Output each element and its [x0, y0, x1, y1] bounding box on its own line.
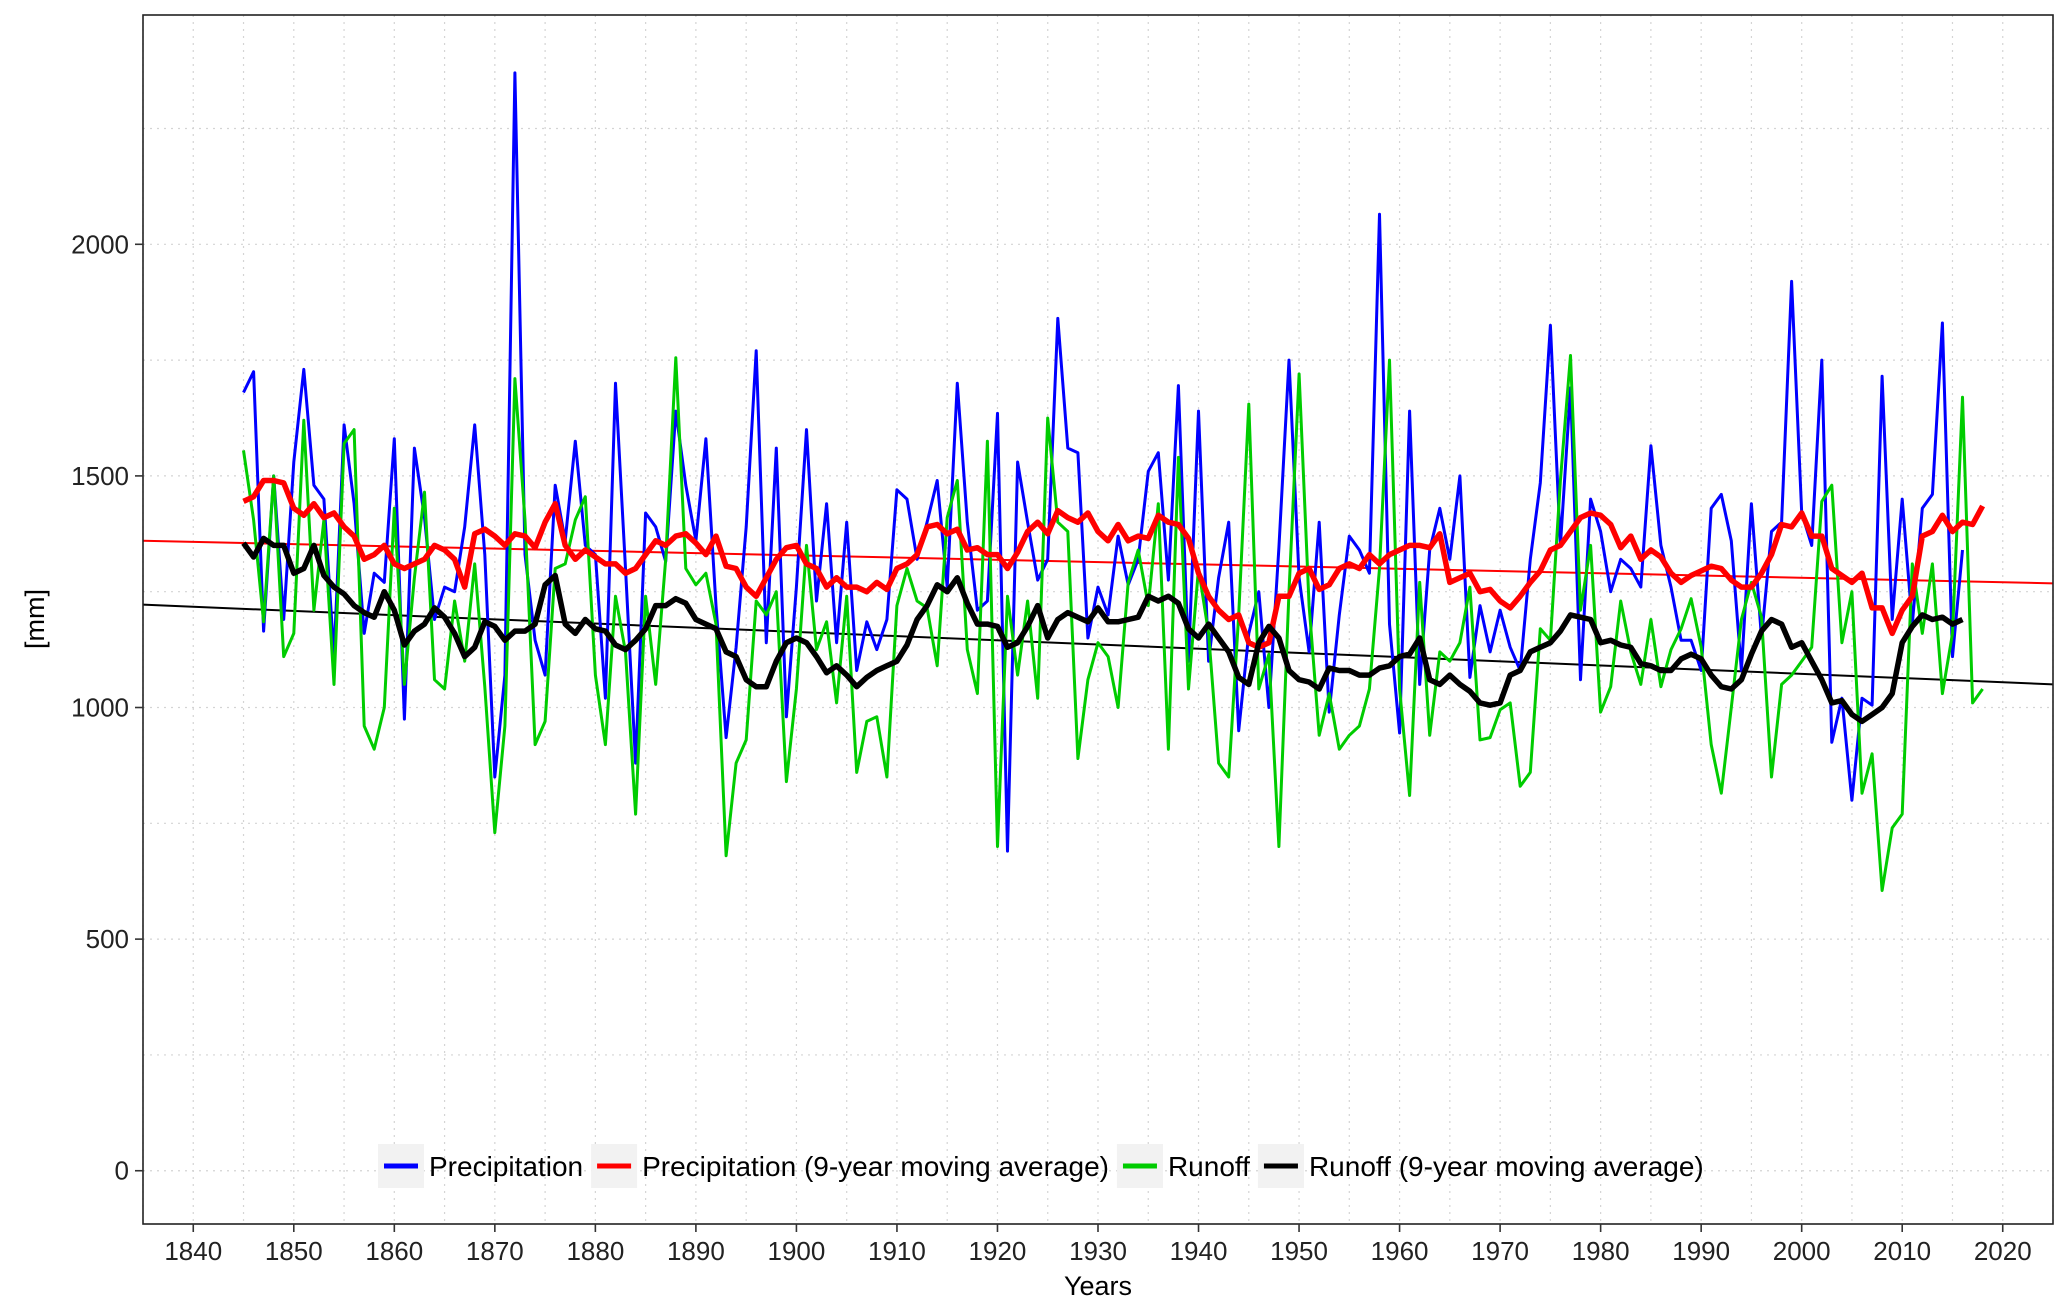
- x-tick-label: 1860: [365, 1236, 423, 1266]
- y-tick-label: 0: [115, 1156, 129, 1186]
- x-tick-label: 1900: [767, 1236, 825, 1266]
- series-line: [241, 535, 1964, 725]
- legend: Precipitation Precipitation (9-year movin…: [378, 1144, 1704, 1188]
- x-tick-label: 1880: [566, 1236, 624, 1266]
- x-tick-label: 1990: [1672, 1236, 1730, 1266]
- series-line: [242, 477, 1986, 651]
- y-tick-label: 500: [86, 924, 129, 954]
- x-tick-label: 1870: [466, 1236, 524, 1266]
- x-tick-label: 1940: [1170, 1236, 1228, 1266]
- x-tick-label: 1890: [667, 1236, 725, 1266]
- series-line: [242, 71, 1964, 853]
- x-tick-label: 1970: [1471, 1236, 1529, 1266]
- legend-label: Precipitation (9-year moving average): [642, 1151, 1109, 1182]
- x-tick-label: 1840: [164, 1236, 222, 1266]
- x-tick-label: 2000: [1773, 1236, 1831, 1266]
- legend-label: Runoff: [1168, 1151, 1250, 1182]
- y-axis: 0 500 1000 1500 2000: [71, 229, 143, 1186]
- x-tick-label: 1950: [1270, 1236, 1328, 1266]
- x-tick-label: 1910: [868, 1236, 926, 1266]
- y-tick-label: 2000: [71, 229, 129, 259]
- y-tick-label: 1500: [71, 461, 129, 491]
- data-lines: [241, 71, 1986, 892]
- y-axis-title: [mm]: [20, 589, 50, 649]
- legend-label: Precipitation: [429, 1151, 583, 1182]
- x-tick-label: 1850: [265, 1236, 323, 1266]
- x-tick-label: 2010: [1873, 1236, 1931, 1266]
- x-tick-label: 1980: [1572, 1236, 1630, 1266]
- x-tick-label: 1920: [969, 1236, 1027, 1266]
- x-axis: 1840 1850 1860 1870 1880 1890 1900 1910 1920 1930…: [164, 1224, 2032, 1266]
- x-axis-title: Years: [1064, 1271, 1132, 1301]
- x-tick-label: 2020: [1974, 1236, 2032, 1266]
- x-tick-label: 1960: [1371, 1236, 1429, 1266]
- legend-label: Runoff (9-year moving average): [1309, 1151, 1704, 1182]
- series-line: [242, 354, 1984, 892]
- x-tick-label: 1930: [1069, 1236, 1127, 1266]
- y-tick-label: 1000: [71, 693, 129, 723]
